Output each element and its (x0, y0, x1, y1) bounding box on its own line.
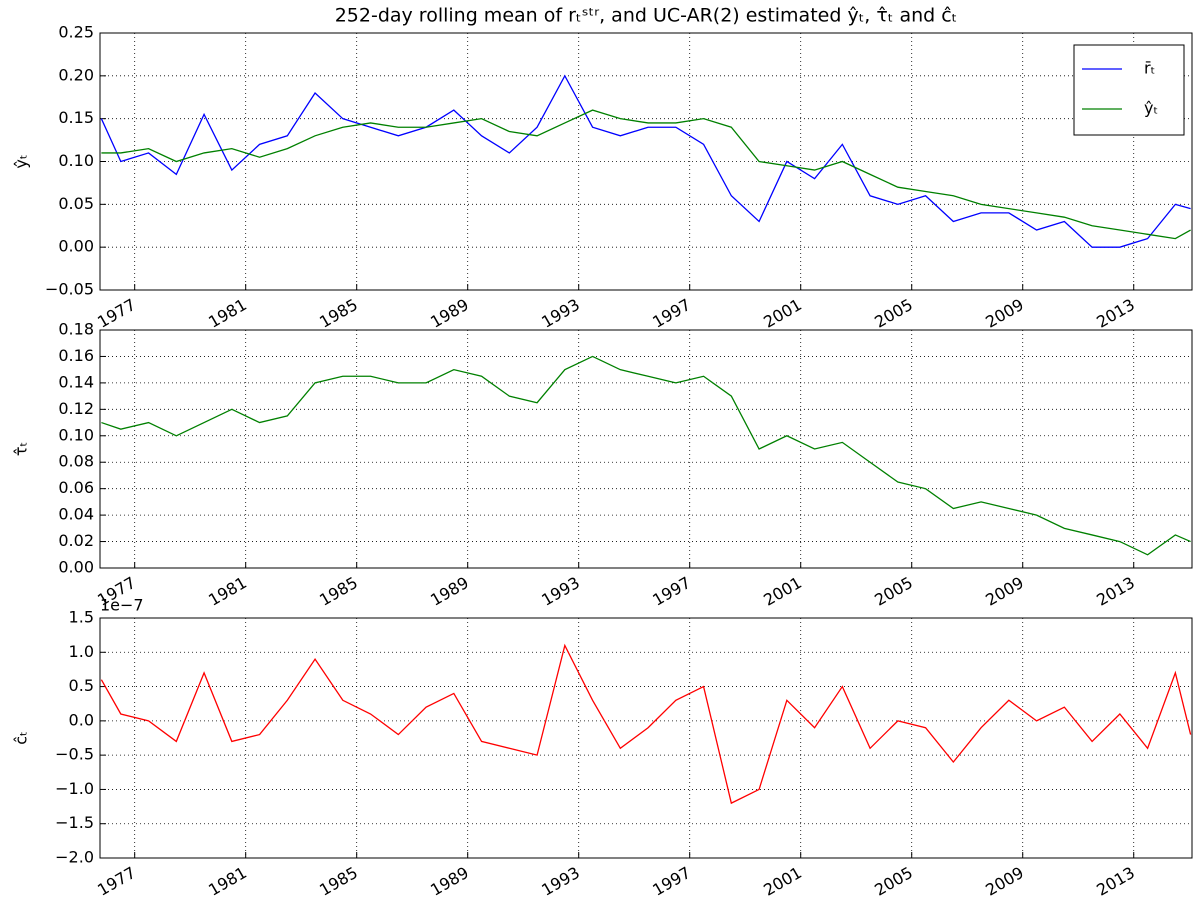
x-tick-label: 1989 (427, 573, 472, 610)
y-tick-label: 0.20 (58, 65, 94, 84)
y-tick-label: 0.25 (58, 23, 94, 42)
y-tick-label: 1.0 (69, 642, 94, 661)
y-tick-label: −0.05 (45, 280, 94, 299)
y-tick-label: 0.0 (69, 710, 94, 729)
series-line (100, 643, 1192, 805)
x-tick-label: 1997 (649, 295, 694, 332)
series-line (101, 355, 1191, 556)
y-tick-label: 0.12 (58, 399, 94, 418)
x-tick-label: 1977 (94, 295, 139, 332)
x-tick-label: 1985 (316, 863, 361, 900)
x-tick-label: 2013 (1093, 863, 1138, 900)
y-tick-label: 0.10 (58, 151, 94, 170)
x-tick-label: 1997 (649, 863, 694, 900)
y-tick-label: 0.5 (69, 676, 94, 695)
x-tick-label: 2009 (982, 863, 1027, 900)
x-tick-label: 1993 (538, 295, 583, 332)
y-axis-label: ŷₜ (12, 154, 31, 168)
y-tick-label: 0.15 (58, 108, 94, 127)
y-axis-label: τ̂ₜ (12, 442, 31, 456)
x-tick-label: 1989 (427, 295, 472, 332)
y-tick-label: 0.06 (58, 478, 94, 497)
y-tick-label: −0.5 (55, 745, 94, 764)
y-tick-label: 0.04 (58, 505, 94, 524)
axes-frame (99, 617, 1193, 859)
y-tick-label: 0.05 (58, 194, 94, 213)
series-line (101, 109, 1191, 240)
y-tick-label: −1.0 (55, 779, 94, 798)
y-tick-label: 0.16 (58, 346, 94, 365)
x-tick-label: 1997 (649, 573, 694, 610)
y-tick-label: −2.0 (55, 848, 94, 867)
x-tick-label: 2005 (871, 573, 916, 610)
y-tick-label: 0.02 (58, 531, 94, 550)
legend-label: ŷₜ (1144, 99, 1158, 118)
chart-title: 252-day rolling mean of rₜˢᵗʳ, and UC-AR… (335, 5, 958, 27)
offset-text: 1e−7 (100, 596, 144, 615)
x-tick-label: 2005 (871, 295, 916, 332)
legend-label: r̄ₜ (1144, 59, 1155, 78)
x-tick-label: 2013 (1093, 295, 1138, 332)
y-tick-label: −1.5 (55, 813, 94, 832)
x-tick-label: 1989 (427, 863, 472, 900)
x-tick-label: 2009 (982, 295, 1027, 332)
x-tick-label: 2001 (760, 863, 805, 900)
y-tick-label: 0.00 (58, 558, 94, 577)
y-tick-label: 0.10 (58, 425, 94, 444)
x-tick-label: 1993 (538, 573, 583, 610)
x-tick-label: 1981 (205, 295, 250, 332)
y-tick-label: 0.14 (58, 372, 94, 391)
axes-frame (99, 329, 1193, 569)
y-axis-label: ĉₜ (12, 731, 31, 745)
series-line (100, 74, 1191, 248)
x-tick-label: 1981 (205, 573, 250, 610)
legend-box (1073, 44, 1185, 136)
axes-frame (99, 32, 1193, 291)
x-tick-label: 1993 (538, 863, 583, 900)
x-tick-label: 1977 (94, 863, 139, 900)
x-tick-label: 2001 (760, 573, 805, 610)
y-tick-label: 0.00 (58, 237, 94, 256)
x-tick-label: 2013 (1093, 573, 1138, 610)
x-tick-label: 1985 (316, 295, 361, 332)
x-tick-label: 2001 (760, 295, 805, 332)
x-tick-label: 2009 (982, 573, 1027, 610)
x-tick-label: 2005 (871, 863, 916, 900)
y-tick-label: 0.08 (58, 452, 94, 471)
y-tick-label: 0.18 (58, 320, 94, 339)
x-tick-label: 1985 (316, 573, 361, 610)
x-tick-label: 1981 (205, 863, 250, 900)
y-tick-label: 1.5 (69, 608, 94, 627)
